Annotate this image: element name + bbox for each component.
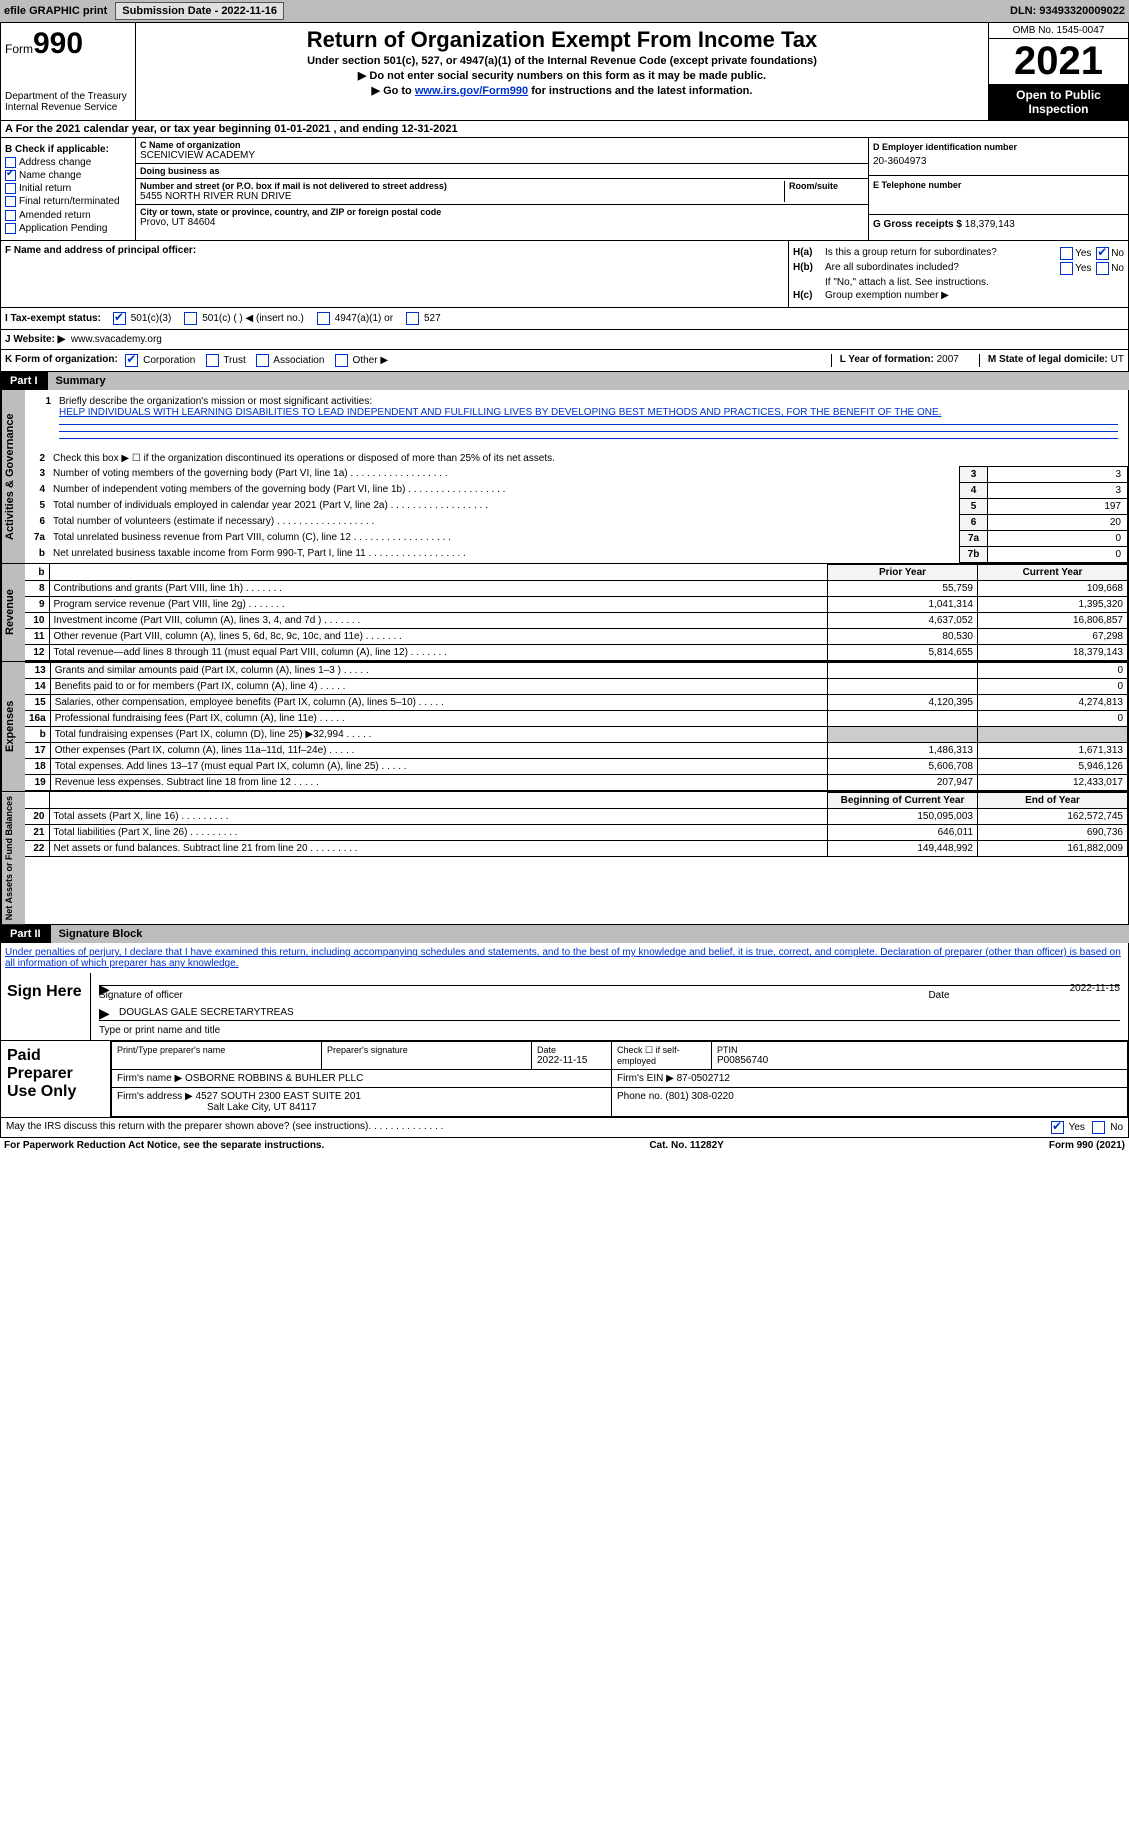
- tax-status-2[interactable]: [317, 312, 330, 325]
- form-org-1[interactable]: [206, 354, 219, 367]
- form-org-3[interactable]: [335, 354, 348, 367]
- dln-label: DLN: 93493320009022: [1010, 5, 1125, 17]
- colb-check-3[interactable]: [5, 196, 16, 207]
- header-right: OMB No. 1545-0047 2021 Open to Public In…: [988, 23, 1128, 120]
- firm-phone: (801) 308-0220: [665, 1091, 733, 1102]
- col-b: B Check if applicable: Address changeNam…: [1, 138, 136, 240]
- colb-check-4[interactable]: [5, 210, 16, 221]
- form-header: Form990 Department of the Treasury Inter…: [0, 22, 1129, 121]
- row-a: A For the 2021 calendar year, or tax yea…: [0, 121, 1129, 138]
- ha-yes-checkbox[interactable]: [1060, 247, 1073, 260]
- form-org-0[interactable]: [125, 354, 138, 367]
- city-state-zip: Provo, UT 84604: [140, 217, 864, 228]
- part1-revenue: Revenue bPrior YearCurrent Year 8Contrib…: [0, 564, 1129, 662]
- page-footer: For Paperwork Reduction Act Notice, see …: [0, 1138, 1129, 1153]
- dept-label: Department of the Treasury Internal Reve…: [5, 91, 131, 113]
- firm-addr1: 4527 SOUTH 2300 EAST SUITE 201: [196, 1091, 361, 1102]
- row-k: K Form of organization: Corporation Trus…: [0, 350, 1129, 372]
- tax-status-1[interactable]: [184, 312, 197, 325]
- form-org-2[interactable]: [256, 354, 269, 367]
- efile-label: efile GRAPHIC print: [4, 5, 107, 17]
- firm-addr2: Salt Lake City, UT 84117: [117, 1102, 317, 1113]
- declaration: Under penalties of perjury, I declare th…: [1, 943, 1128, 973]
- hb-yes-checkbox[interactable]: [1060, 262, 1073, 275]
- tax-year: 2021: [989, 39, 1128, 84]
- side-netassets: Net Assets or Fund Balances: [1, 792, 25, 924]
- signature-block: Under penalties of perjury, I declare th…: [0, 943, 1129, 1118]
- side-revenue: Revenue: [1, 564, 25, 661]
- part1-bar: Part I Summary: [0, 372, 1129, 390]
- col-d-e-g: D Employer identification number20-36049…: [868, 138, 1128, 240]
- header-left: Form990 Department of the Treasury Inter…: [1, 23, 136, 120]
- top-toolbar: efile GRAPHIC print Submission Date - 20…: [0, 0, 1129, 22]
- side-activities: Activities & Governance: [1, 390, 25, 563]
- street-address: 5455 NORTH RIVER RUN DRIVE: [140, 191, 784, 202]
- form-number: 990: [33, 27, 83, 60]
- row-i: I Tax-exempt status: 501(c)(3) 501(c) ( …: [0, 308, 1129, 330]
- gross-receipts: 18,379,143: [965, 219, 1015, 230]
- mission-text: HELP INDIVIDUALS WITH LEARNING DISABILIT…: [59, 407, 941, 418]
- subtitle-3: ▶ Go to www.irs.gov/Form990 for instruct…: [142, 84, 982, 97]
- discuss-row: May the IRS discuss this return with the…: [0, 1118, 1129, 1138]
- colb-check-1[interactable]: [5, 170, 16, 181]
- colb-check-2[interactable]: [5, 183, 16, 194]
- paid-preparer-label: Paid Preparer Use Only: [1, 1041, 111, 1117]
- subtitle-1: Under section 501(c), 527, or 4947(a)(1)…: [142, 55, 982, 67]
- row-j: J Website: ▶ www.svacademy.org: [0, 330, 1129, 350]
- row-f-h: F Name and address of principal officer:…: [0, 241, 1129, 308]
- discuss-yes-checkbox[interactable]: [1051, 1121, 1064, 1134]
- irs-link[interactable]: www.irs.gov/Form990: [415, 85, 528, 97]
- part1-activities: Activities & Governance 1Briefly describ…: [0, 390, 1129, 564]
- state-domicile: UT: [1111, 354, 1124, 365]
- header-center: Return of Organization Exempt From Incom…: [136, 23, 988, 120]
- ha-no-checkbox[interactable]: [1096, 247, 1109, 260]
- prep-date: 2022-11-15: [537, 1055, 606, 1066]
- col-h: H(a)Is this a group return for subordina…: [788, 241, 1128, 307]
- tax-status-0[interactable]: [113, 312, 126, 325]
- hb-no-checkbox[interactable]: [1096, 262, 1109, 275]
- part1-expenses: Expenses 13Grants and similar amounts pa…: [0, 662, 1129, 792]
- year-formation: 2007: [937, 354, 959, 365]
- colb-check-0[interactable]: [5, 157, 16, 168]
- discuss-no-checkbox[interactable]: [1092, 1121, 1105, 1134]
- sig-date: 2022-11-15: [1070, 983, 1120, 994]
- submission-button[interactable]: Submission Date - 2022-11-16: [115, 2, 284, 20]
- form-word: Form: [5, 42, 33, 56]
- telephone: [873, 190, 1124, 210]
- officer-name: DOUGLAS GALE SECRETARYTREAS: [119, 1007, 294, 1018]
- ein: 20-3604973: [873, 152, 1124, 171]
- tax-status-3[interactable]: [406, 312, 419, 325]
- form-title: Return of Organization Exempt From Incom…: [142, 27, 982, 53]
- subtitle-2: ▶ Do not enter social security numbers o…: [142, 69, 982, 82]
- firm-name: OSBORNE ROBBINS & BUHLER PLLC: [185, 1073, 363, 1084]
- ptin: P00856740: [717, 1055, 1122, 1066]
- col-c: C Name of organizationSCENICVIEW ACADEMY…: [136, 138, 868, 240]
- org-name: SCENICVIEW ACADEMY: [140, 150, 864, 161]
- firm-ein: 87-0502712: [677, 1073, 730, 1084]
- colb-check-5[interactable]: [5, 223, 16, 234]
- part1-netassets: Net Assets or Fund Balances Beginning of…: [0, 792, 1129, 925]
- website: www.svacademy.org: [71, 334, 162, 345]
- omb-number: OMB No. 1545-0047: [989, 23, 1128, 39]
- part2-bar: Part II Signature Block: [0, 925, 1129, 943]
- side-expenses: Expenses: [1, 662, 25, 791]
- sign-here-label: Sign Here: [1, 973, 91, 1040]
- block-b-c-d-e: B Check if applicable: Address changeNam…: [0, 138, 1129, 241]
- inspection-label: Open to Public Inspection: [989, 84, 1128, 120]
- col-f: F Name and address of principal officer:: [1, 241, 788, 307]
